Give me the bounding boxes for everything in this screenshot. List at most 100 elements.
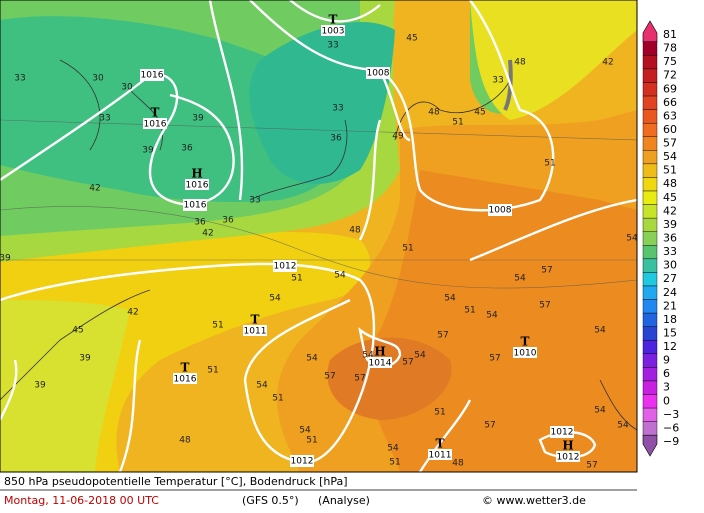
temperature-label: 57	[324, 372, 335, 382]
contour	[0, 206, 637, 289]
temperature-label: 54	[444, 294, 456, 304]
isobar-label-box	[273, 260, 297, 272]
colorbar: 8178757269666360575451484542393633302724…	[642, 20, 679, 457]
colorbar-cap	[642, 20, 658, 43]
pressure-value-box	[428, 449, 452, 460]
pressure-value-box	[321, 25, 345, 36]
temperature-label: 54	[617, 421, 629, 431]
coastline	[59, 59, 164, 151]
temperature-label: 36	[181, 144, 193, 154]
pressure-symbol: T	[436, 437, 445, 451]
temperature-label: 51	[272, 394, 283, 404]
isobar-label-box	[290, 455, 314, 467]
colorbar-label: 63	[663, 109, 677, 122]
colorbar-label: 78	[663, 42, 677, 55]
isobar-label: 1016	[184, 201, 207, 211]
colorbar-swatch	[642, 41, 658, 56]
colorbar-swatch	[642, 367, 658, 382]
pressure-value: 1014	[369, 359, 392, 369]
colorbar-label: 0	[663, 394, 670, 407]
colorbar-swatch	[642, 109, 658, 124]
temperature-label: 54	[306, 354, 318, 364]
colorbar-swatch	[642, 340, 658, 355]
colorbar-swatch	[642, 163, 658, 178]
pressure-value: 1016	[186, 181, 209, 191]
temperature-label: 36	[194, 218, 206, 228]
temperature-label: 45	[474, 108, 485, 118]
contour	[0, 119, 637, 261]
pressure-symbol: H	[191, 167, 202, 181]
temperature-label: 57	[586, 461, 597, 471]
temperature-label: 57	[402, 358, 413, 368]
temperature-label: 51	[402, 244, 413, 254]
colorbar-label: 15	[663, 326, 677, 339]
pressure-symbol: T	[521, 335, 530, 349]
pressure-value-box	[513, 347, 537, 358]
pressure-value-box	[143, 118, 167, 129]
field-teal-dark	[249, 21, 395, 184]
isobar-label: 1016	[141, 71, 164, 81]
colorbar-swatch	[642, 150, 658, 165]
colorbar-swatch	[642, 55, 658, 70]
footer-model: (GFS 0.5°)	[242, 494, 299, 507]
temperature-label: 51	[434, 408, 445, 418]
isobar	[289, 0, 381, 23]
colorbar-swatch	[642, 258, 658, 273]
colorbar-label: 27	[663, 272, 677, 285]
temperature-label: 54	[387, 444, 399, 454]
pressure-value: 1016	[174, 375, 197, 385]
temperature-label: 33	[249, 196, 260, 206]
temperature-label: 57	[541, 266, 552, 276]
isobar	[379, 0, 555, 212]
colorbar-label: 66	[663, 96, 677, 109]
colorbar-swatch	[642, 380, 658, 395]
temperature-label: 51	[464, 306, 475, 316]
colorbar-swatch	[642, 177, 658, 192]
footer-run: (Analyse)	[318, 494, 370, 507]
temperature-label: 51	[544, 159, 555, 169]
colorbar-label: 18	[663, 313, 677, 326]
colorbar-swatch	[642, 312, 658, 327]
temperature-label: 51	[212, 321, 223, 331]
colorbar-label: −6	[663, 421, 679, 434]
isobar	[0, 339, 142, 472]
isobar-label: 1012	[274, 262, 297, 272]
temperature-label: 54	[486, 311, 498, 321]
temperature-label: 39	[79, 354, 91, 364]
isobar	[358, 119, 637, 262]
colorbar-swatch	[642, 122, 658, 137]
temperature-label: 33	[492, 76, 503, 86]
temperature-label: 57	[484, 421, 495, 431]
temperature-label: 33	[99, 114, 110, 124]
colorbar-label: 81	[663, 28, 677, 41]
temperature-label: 57	[489, 354, 500, 364]
temperature-label: 57	[354, 374, 365, 384]
temperature-label: 54	[362, 351, 374, 361]
isobar	[418, 399, 472, 472]
temperature-label: 54	[269, 294, 281, 304]
pressure-symbol: T	[329, 13, 338, 27]
temperature-label: 42	[127, 308, 138, 318]
temperature-label: 33	[14, 74, 25, 84]
colorbar-swatch	[642, 326, 658, 341]
map-frame	[0, 0, 638, 473]
pressure-value: 1010	[514, 349, 537, 359]
colorbar-label: 3	[663, 381, 670, 394]
temperature-label: 30	[92, 74, 104, 84]
isobar	[0, 262, 376, 464]
pressure-symbol: H	[562, 439, 573, 453]
colorbar-label: −9	[663, 435, 679, 448]
colorbar-label: 6	[663, 367, 670, 380]
temperature-label: 48	[514, 58, 526, 68]
temperature-label: 39	[192, 114, 204, 124]
temperature-label: 57	[539, 301, 550, 311]
colorbar-label: 33	[663, 245, 677, 258]
pressure-value-box	[368, 357, 392, 368]
colorbar-swatch	[642, 272, 658, 287]
temperature-label: 42	[89, 184, 100, 194]
pressure-value: 1016	[144, 120, 167, 130]
temperature-label: 54	[256, 381, 268, 391]
temperature-label: 54	[414, 351, 426, 361]
temperature-label: 57	[437, 331, 448, 341]
colorbar-swatch	[642, 285, 658, 300]
